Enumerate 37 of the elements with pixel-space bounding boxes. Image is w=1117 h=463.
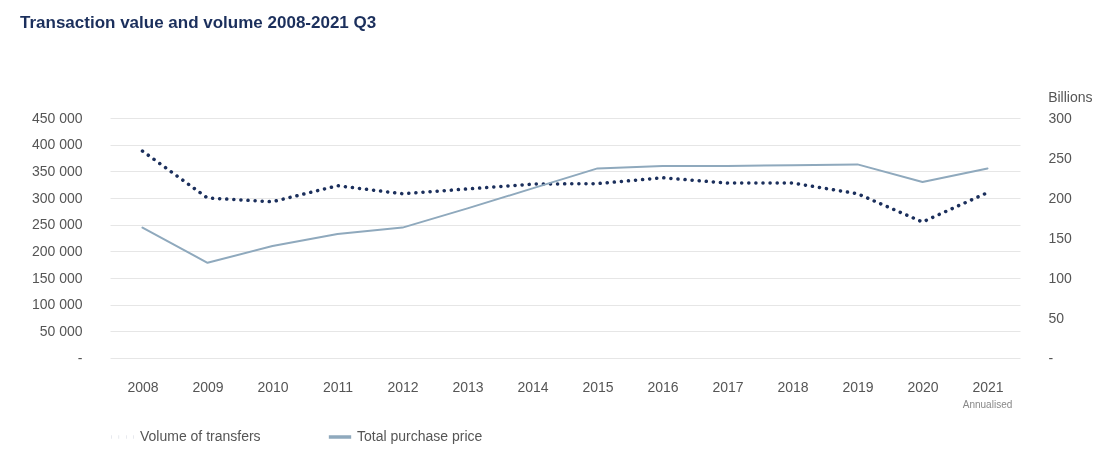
y-tick-label: 400 000 (31, 136, 83, 153)
x-tick-label: 2014 (517, 378, 549, 395)
x-tick-label: 2018 (777, 378, 809, 395)
x-tick-label: 2008 (127, 378, 159, 395)
y2-tick-label: 100 (1048, 269, 1073, 286)
y2-tick-label: 200 (1048, 189, 1073, 206)
x-tick-label: 2015 (582, 378, 614, 395)
x-tick-label: 2013 (452, 378, 484, 395)
y2-tick-label: - (1048, 349, 1054, 366)
y2-tick-label: 300 (1048, 109, 1073, 126)
y-tick-label: 150 000 (31, 269, 83, 286)
y2-tick-label: 50 (1048, 309, 1065, 326)
y-tick-label: 450 000 (31, 109, 83, 126)
y-tick-label: - (77, 349, 83, 366)
y-tick-label: 350 000 (31, 162, 83, 179)
y2-tick-label: 250 (1048, 149, 1073, 166)
legend-label: Total purchase price (357, 428, 483, 444)
y-tick-label: 100 000 (31, 296, 83, 313)
y-tick-label: 200 000 (31, 242, 83, 259)
legend-label: Volume of transfers (140, 428, 261, 444)
y-tick-label: 250 000 (31, 216, 83, 233)
x-tick-label: 2021 (972, 378, 1004, 395)
y2-axis-title: Billions (1048, 88, 1093, 105)
x-tick-label: 2017 (712, 378, 744, 395)
y-tick-label: 300 000 (31, 189, 83, 206)
x-tick-label: 2010 (257, 378, 289, 395)
x-tick-label: 2009 (192, 378, 224, 395)
x-tick-label: 2012 (387, 378, 419, 395)
x-tick-label: 2011 (322, 378, 354, 395)
x-tick-label: 2016 (647, 378, 679, 395)
chart-title: Transaction value and volume 2008-2021 Q3 (20, 13, 377, 32)
text: Annualised (962, 399, 1013, 410)
y2-tick-label: 150 (1048, 229, 1073, 246)
y-tick-label: 50 000 (39, 322, 83, 339)
line-series (141, 163, 989, 264)
x-tick-label: 2020 (907, 378, 939, 395)
x-tick-label: 2019 (842, 378, 874, 395)
